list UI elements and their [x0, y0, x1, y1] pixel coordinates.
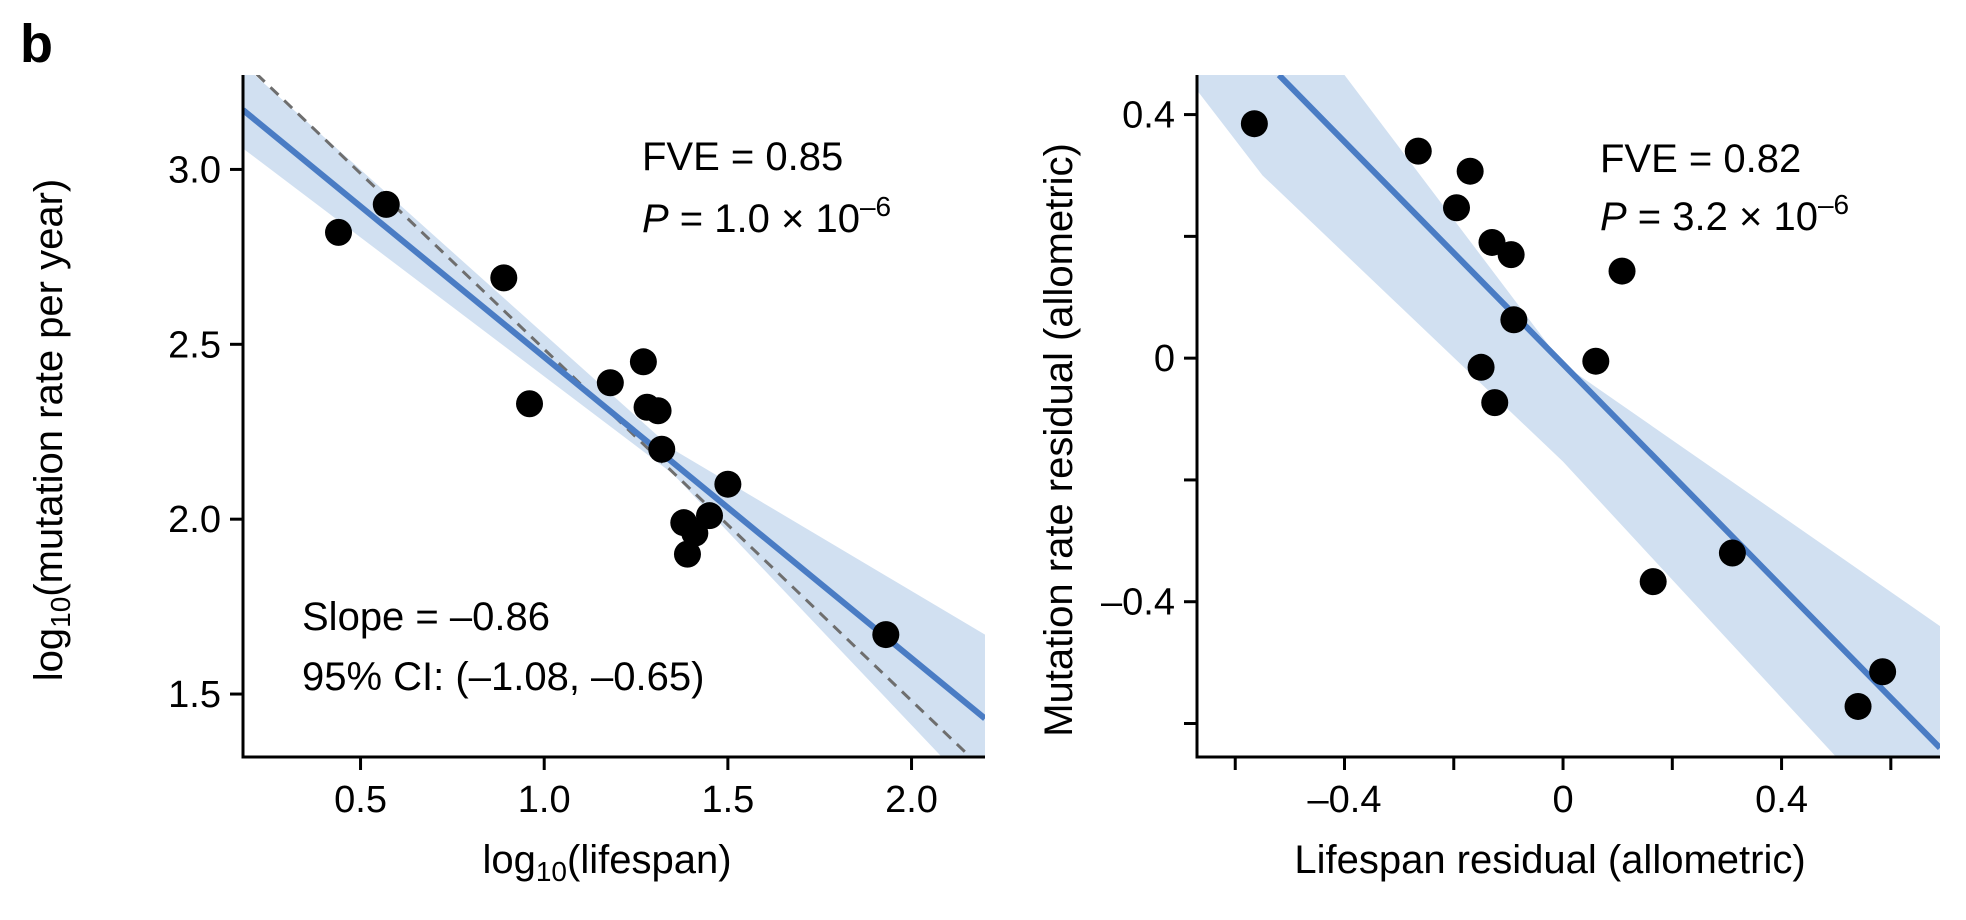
x-ticks: 0.5 1.0 1.5 2.0	[334, 757, 938, 821]
y-tick-label: 0.4	[1122, 95, 1175, 137]
y-axis-label: log10(mutation rate per year)	[27, 179, 76, 682]
slope-annotation: Slope = –0.86	[302, 595, 550, 639]
data-point	[490, 264, 518, 292]
data-points	[1240, 110, 1897, 720]
data-point	[372, 190, 400, 218]
data-point	[1869, 658, 1897, 686]
data-point	[1478, 228, 1506, 256]
data-points	[325, 190, 900, 649]
data-point	[516, 390, 544, 418]
x-tick-label: –0.4	[1308, 779, 1382, 821]
chart-panel-lifespan: 0.5 1.0 1.5 2.0 1.5 2.0 2.5 3.0 log10(lifespan…	[27, 75, 985, 887]
fit-line	[1276, 75, 1940, 750]
regression-line	[1276, 75, 1940, 750]
data-point	[1240, 110, 1268, 138]
y-tick-label: –0.4	[1101, 582, 1175, 624]
data-point	[1456, 157, 1484, 185]
x-tick-label: 1.5	[701, 779, 754, 821]
panel-letter: b	[20, 14, 53, 74]
confidence-band	[1197, 75, 1940, 757]
data-point	[714, 470, 742, 498]
data-point	[644, 397, 672, 425]
fit-line	[243, 107, 985, 721]
y-tick-label: 3.0	[168, 149, 221, 191]
chart-panel-residual: –0.4 0 0.4 –0.4 0 0.4 Lifespan residual (all…	[1037, 75, 1940, 882]
data-point	[648, 435, 676, 463]
data-point	[1844, 692, 1872, 720]
p-value-annotation: P = 1.0 × 10–6	[642, 191, 891, 241]
data-point	[1639, 568, 1667, 596]
y-ticks: –0.4 0 0.4	[1101, 95, 1197, 726]
axes	[241, 75, 985, 759]
y-tick-label: 2.0	[168, 499, 221, 541]
x-tick-label: 2.0	[885, 779, 938, 821]
data-point	[1608, 257, 1636, 285]
x-tick-label: 0.5	[334, 779, 387, 821]
data-point	[325, 218, 353, 246]
x-ticks: –0.4 0 0.4	[1233, 757, 1893, 821]
y-tick-label: 2.5	[168, 324, 221, 366]
data-point	[673, 540, 701, 568]
slope-ci-annotation: 95% CI: (–1.08, –0.65)	[302, 655, 704, 699]
data-point	[1443, 194, 1471, 222]
y-tick-label: 0	[1154, 338, 1175, 380]
x-axis-label: log10(lifespan)	[482, 838, 731, 887]
ci-band-area	[1197, 75, 1940, 757]
data-point	[1497, 241, 1525, 269]
data-point	[596, 369, 624, 397]
fve-annotation: FVE = 0.82	[1600, 137, 1801, 181]
data-point	[1404, 137, 1432, 165]
y-ticks: 1.5 2.0 2.5 3.0	[168, 149, 243, 716]
x-axis-label: Lifespan residual (allometric)	[1294, 838, 1805, 882]
data-point	[629, 348, 657, 376]
data-point	[872, 621, 900, 649]
axes	[1195, 75, 1940, 759]
regression-line	[243, 107, 985, 721]
x-tick-label: 0	[1552, 779, 1573, 821]
y-tick-label: 1.5	[168, 674, 221, 716]
p-value-annotation: P = 3.2 × 10–6	[1600, 189, 1849, 239]
data-point	[1481, 389, 1509, 417]
y-axis-label: Mutation rate residual (allometric)	[1037, 143, 1081, 737]
x-tick-label: 1.0	[518, 779, 571, 821]
data-point	[1500, 306, 1528, 334]
data-point	[1582, 347, 1610, 375]
data-point	[1467, 353, 1495, 381]
fve-annotation: FVE = 0.85	[642, 135, 843, 179]
data-point	[1718, 539, 1746, 567]
x-tick-label: 0.4	[1755, 779, 1808, 821]
data-point	[696, 502, 724, 530]
